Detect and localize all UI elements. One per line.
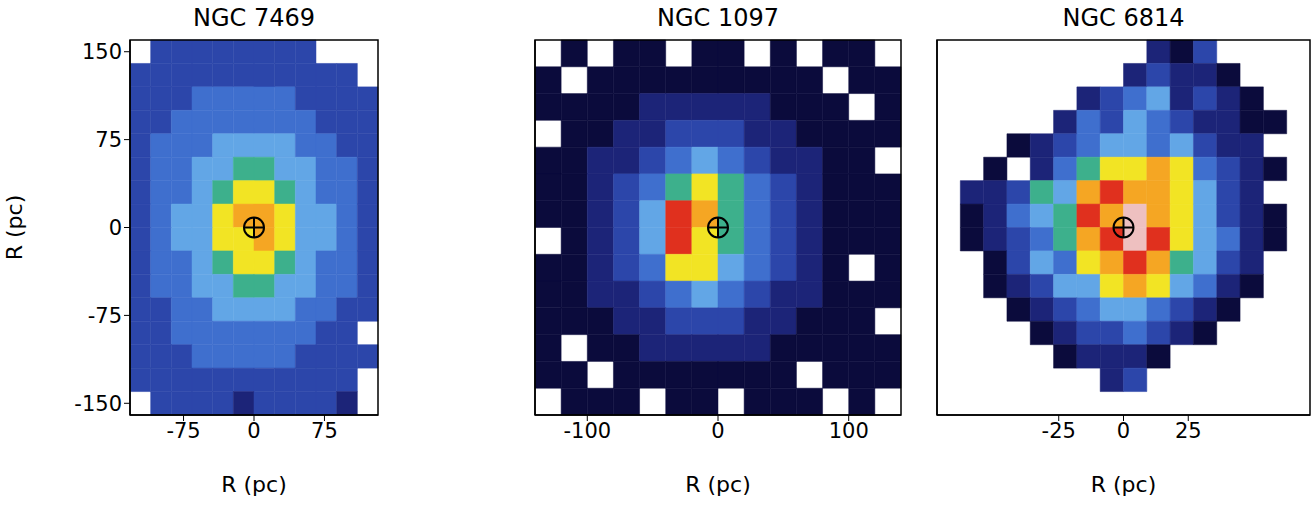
html-text:NGC 6814: NGC 6814	[1062, 4, 1185, 32]
svg-text:0: 0	[711, 419, 724, 443]
svg-text:-150: -150	[74, 392, 122, 416]
svg-text:R (pc): R (pc)	[685, 472, 751, 497]
html-text:NGC 1097: NGC 1097	[657, 4, 779, 32]
svg-text:0: 0	[1117, 419, 1130, 443]
svg-text:-100: -100	[563, 419, 611, 443]
html-text:NGC 7469: NGC 7469	[193, 4, 315, 32]
svg-text:0: 0	[109, 216, 122, 240]
svg-text:25: 25	[1175, 419, 1202, 443]
svg-text:75: 75	[95, 128, 122, 152]
svg-text:R (pc): R (pc)	[2, 195, 27, 261]
svg-text:R (pc): R (pc)	[221, 472, 287, 497]
svg-text:75: 75	[311, 419, 338, 443]
svg-text:0: 0	[247, 419, 260, 443]
svg-text:-25: -25	[1042, 419, 1076, 443]
svg-text:-75: -75	[88, 304, 122, 328]
svg-text:R (pc): R (pc)	[1091, 472, 1157, 497]
svg-text:-75: -75	[166, 419, 200, 443]
svg-text:150: 150	[82, 40, 122, 64]
svg-text:100: 100	[829, 419, 869, 443]
